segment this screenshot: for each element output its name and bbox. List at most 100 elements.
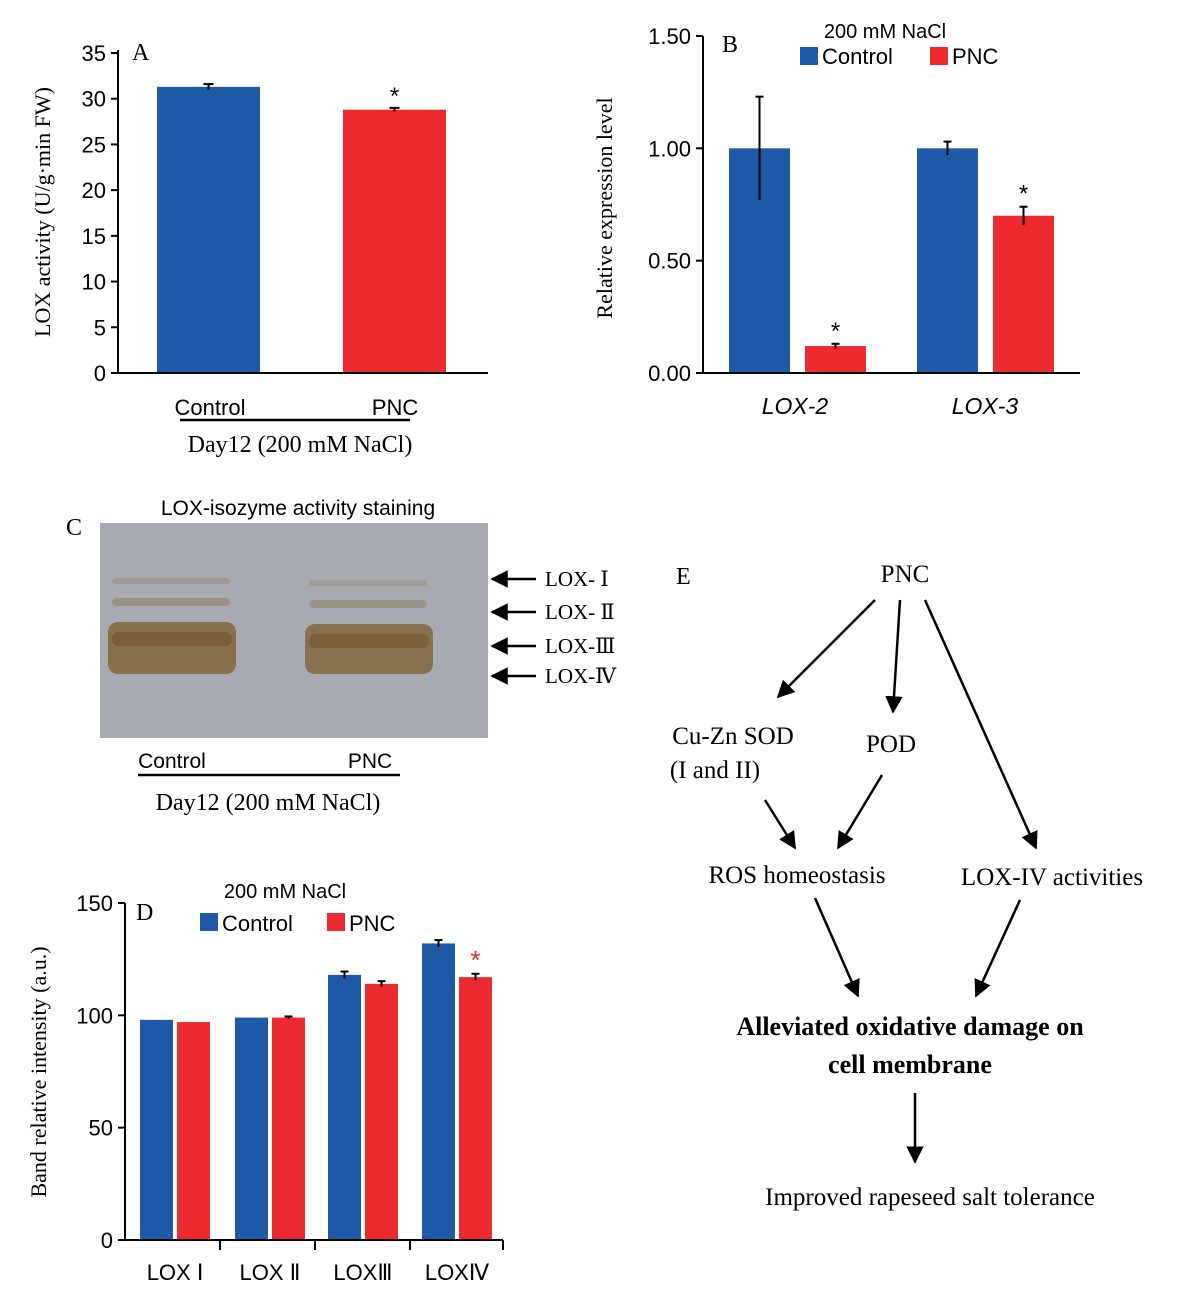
panel-a-ylabel: LOX activity (U/g·min FW) — [30, 87, 55, 337]
gel-band-pnc-lox-i — [309, 580, 427, 586]
gel-band-markers: LOX- Ⅰ LOX- Ⅱ LOX-Ⅲ LOX-Ⅳ — [490, 567, 617, 688]
panel-d-ylabel: Band relative intensity (a.u.) — [26, 946, 51, 1197]
gel-lane-label-control: Control — [138, 750, 206, 773]
panel-e-label: E — [676, 564, 691, 590]
bar-pnc — [365, 983, 398, 1240]
significance-marker: * — [1019, 181, 1028, 208]
bar-control — [328, 974, 361, 1240]
y-tick-label: 25 — [82, 132, 106, 157]
gel-band-label-lox-iv: LOX-Ⅳ — [545, 664, 617, 688]
arrow-pnc-lox-icon — [923, 599, 1038, 850]
gel-lane-pnc — [305, 580, 433, 674]
gel-band-pnc-lox-ii — [309, 600, 427, 608]
gel-band-control-lox-iii-iv — [108, 622, 236, 674]
panel-b-title: 200 mM NaCl — [824, 21, 946, 43]
significance-marker: * — [831, 318, 840, 345]
y-tick-label: 0 — [94, 361, 106, 386]
y-tick-label: 10 — [82, 270, 106, 295]
panel-d-bars: * — [140, 939, 492, 1240]
x-category-label: LOX Ⅰ — [147, 1260, 204, 1285]
panel-a-category-pnc: PNC — [372, 395, 419, 420]
y-tick-label: 150 — [76, 891, 113, 916]
panel-d: D 200 mM NaCl Control PNC Band relative … — [26, 881, 504, 1285]
gel-band-label-lox-iii: LOX-Ⅲ — [545, 634, 615, 658]
node-pnc: PNC — [881, 561, 930, 588]
arrow-pod-ros-icon — [836, 774, 884, 850]
node-ros-homeostasis: ROS homeostasis — [708, 862, 885, 889]
panel-a-y-axis: 0 5 10 15 20 25 30 35 — [82, 41, 118, 386]
y-tick-label: 15 — [82, 224, 106, 249]
gel-lane-label-pnc: PNC — [348, 750, 392, 773]
node-pod: POD — [866, 731, 916, 758]
y-tick-label: 0 — [101, 1228, 113, 1253]
bar-pnc — [272, 1017, 305, 1240]
arrow-lox-damage-icon — [974, 899, 1022, 998]
gel-band-control-lox-ii — [112, 598, 230, 606]
panel-d-legend-swatch-pnc — [327, 913, 345, 931]
bar-control — [157, 86, 260, 373]
bar-pnc — [459, 977, 492, 1240]
bar-pnc — [177, 1022, 210, 1240]
panel-b-ylabel: Relative expression level — [592, 97, 617, 318]
y-tick-label: 5 — [94, 315, 106, 340]
gel-band-control-lox-iii — [112, 632, 232, 646]
gel-band-pnc-lox-iii — [309, 634, 429, 648]
node-improved-salt-tolerance: Improved rapeseed salt tolerance — [765, 1184, 1095, 1211]
panel-d-legend-control: Control — [222, 911, 293, 936]
panel-c-label: C — [66, 515, 82, 541]
panel-e: E PNC Cu-Zn SOD (I and II) POD ROS homeo… — [670, 561, 1143, 1211]
x-category-label: LOXⅣ — [425, 1260, 490, 1285]
significance-marker: * — [390, 83, 399, 110]
gel-caption: Day12 (200 mM NaCl) — [156, 790, 381, 816]
bar-control — [140, 1019, 173, 1240]
bar-control — [917, 148, 978, 373]
node-cu-zn-sod: Cu-Zn SOD — [672, 723, 794, 750]
node-alleviated-damage: Alleviated oxidative damage on — [736, 1012, 1084, 1041]
y-tick-label: 0.00 — [648, 361, 691, 386]
panel-a-xlabel: Day12 (200 mM NaCl) — [188, 432, 413, 458]
node-cu-zn-sod-isoforms: (I and II) — [670, 757, 760, 784]
y-tick-label: 1.00 — [648, 136, 691, 161]
panel-d-label: D — [136, 900, 153, 926]
x-category-label: LOXⅢ — [333, 1260, 392, 1285]
panel-d-legend-swatch-control — [200, 913, 218, 931]
bar-pnc — [805, 346, 866, 373]
y-tick-label: 35 — [82, 41, 106, 66]
y-tick-label: 1.50 — [648, 24, 691, 49]
gel-lane-control — [108, 578, 236, 674]
bar-control — [235, 1017, 268, 1240]
panel-b-label: B — [722, 32, 738, 58]
bar-control — [422, 943, 455, 1240]
panel-a: A LOX activity (U/g·min FW) 0 5 10 15 20 25 30… — [30, 40, 488, 458]
arrow-ros-damage-icon — [813, 897, 860, 998]
node-lox-iv-activities: LOX-IV activities — [961, 864, 1143, 891]
panel-b-legend-swatch-control — [800, 47, 818, 65]
y-tick-label: 30 — [82, 87, 106, 112]
y-tick-label: 100 — [76, 1003, 113, 1028]
gel-band-label-lox-i: LOX- Ⅰ — [545, 567, 609, 591]
bar-pnc — [343, 109, 446, 373]
panel-a-category-control: Control — [175, 395, 246, 420]
panel-b-legend-pnc: PNC — [952, 44, 999, 69]
arrow-sod-ros-icon — [763, 799, 797, 850]
gel-band-control-lox-i — [112, 578, 230, 584]
arrow-pnc-sod-icon — [776, 599, 876, 699]
panel-d-x-categories: LOX Ⅰ LOX Ⅱ LOXⅢ LOXⅣ — [147, 1240, 504, 1285]
gel-band-label-lox-ii: LOX- Ⅱ — [545, 600, 615, 624]
panel-d-title: 200 mM NaCl — [224, 881, 346, 903]
x-category-label: LOX Ⅱ — [240, 1260, 301, 1285]
diagram-arrows — [763, 599, 1038, 1164]
panel-b-category-lox3: LOX-3 — [952, 393, 1019, 419]
y-tick-label: 50 — [89, 1116, 113, 1141]
panel-b-legend-control: Control — [822, 44, 893, 69]
y-tick-label: 20 — [82, 178, 106, 203]
panel-b-bars: ** — [729, 95, 1054, 373]
arrow-pnc-pod-icon — [885, 599, 903, 714]
panel-b-y-axis: 0.00 0.50 1.00 1.50 — [648, 24, 703, 386]
significance-marker: * — [470, 945, 480, 975]
panel-b-category-lox2: LOX-2 — [762, 393, 829, 419]
panel-b-legend-swatch-pnc — [930, 47, 948, 65]
gel-band-pnc-lox-iii-iv — [305, 624, 433, 674]
panel-a-bars: * — [157, 83, 446, 373]
